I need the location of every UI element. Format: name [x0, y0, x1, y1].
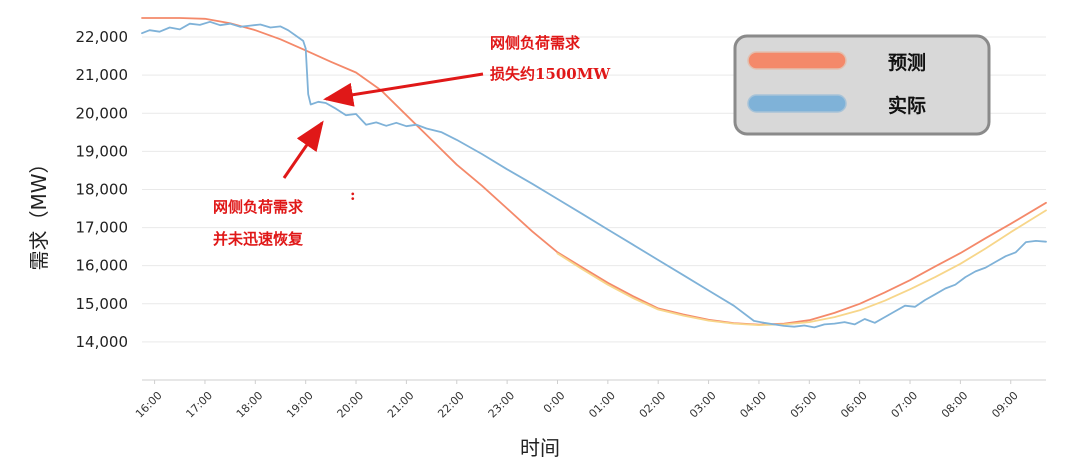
- annotation-drop-arrow: [323, 72, 484, 107]
- grid-lines: [142, 36, 1046, 381]
- legend-label-forecast: 预测: [888, 52, 926, 74]
- y-tick-label: 15,000: [76, 295, 129, 313]
- y-tick-label: 19,000: [76, 142, 129, 160]
- y-axis-title: 需求（MW）: [27, 153, 51, 270]
- series-actual-line: [141, 20, 1047, 329]
- x-tick-label: 20:00: [335, 389, 367, 421]
- x-tick-label: 23:00: [486, 389, 518, 421]
- series-forecast-secondary-line: [556, 209, 1047, 327]
- x-tick-label: 21:00: [385, 389, 417, 421]
- annotation-norecover-line2: 并未迅速恢复: [213, 230, 304, 248]
- y-axis-ticks: 14,000 15,000 16,000 17,000 18,000 19,000 20,0…: [76, 28, 129, 351]
- x-axis-title: 时间: [520, 436, 560, 460]
- x-tick-label: 06:00: [838, 389, 870, 421]
- x-tick-label: 04:00: [737, 389, 769, 421]
- x-tick-label: 01:00: [586, 389, 618, 421]
- legend-box: [733, 34, 991, 136]
- x-tick-label: 16:00: [133, 389, 165, 421]
- x-axis-ticks: 16:00 17:00 18:00 19:00 20:00 21:00 22:00 23:00…: [133, 380, 1021, 421]
- x-tick-label: 18:00: [234, 389, 266, 421]
- annotation-drop-line2: 损失约1500MW: [490, 65, 611, 83]
- y-tick-label: 18,000: [76, 180, 129, 198]
- x-tick-label: 02:00: [637, 389, 669, 421]
- y-tick-label: 21,000: [76, 66, 129, 84]
- x-tick-label: 08:00: [939, 389, 971, 421]
- y-tick-label: 14,000: [76, 333, 129, 351]
- x-tick-label: 22:00: [435, 389, 467, 421]
- y-tick-label: 20,000: [76, 104, 129, 122]
- y-tick-label: 22,000: [76, 28, 129, 46]
- x-tick-label: 05:00: [788, 389, 820, 421]
- x-tick-label: 17:00: [183, 389, 215, 421]
- legend-swatch-actual: [747, 94, 847, 113]
- y-tick-label: 16,000: [76, 257, 129, 275]
- series-lines: [141, 17, 1047, 329]
- x-tick-label: 07:00: [889, 389, 921, 421]
- annotations: 网侧负荷需求 损失约1500MW 网侧负荷需求 并未迅速恢复 :: [213, 34, 611, 248]
- legend-swatch-forecast: [747, 51, 847, 70]
- x-tick-label: 19:00: [284, 389, 316, 421]
- x-tick-label: 03:00: [687, 389, 719, 421]
- x-tick-label: 0:00: [541, 389, 568, 416]
- y-tick-label: 17,000: [76, 219, 129, 237]
- legend-label-actual: 实际: [888, 94, 926, 117]
- stray-colon-mark: :: [350, 186, 356, 204]
- series-forecast-line: [141, 17, 1047, 326]
- legend: 预测 实际: [733, 34, 991, 136]
- x-tick-label: 09:00: [989, 389, 1021, 421]
- annotation-norecover-arrow: [282, 120, 324, 179]
- annotation-drop-line1: 网侧负荷需求: [490, 34, 581, 52]
- annotation-norecover-line1: 网侧负荷需求: [213, 198, 304, 216]
